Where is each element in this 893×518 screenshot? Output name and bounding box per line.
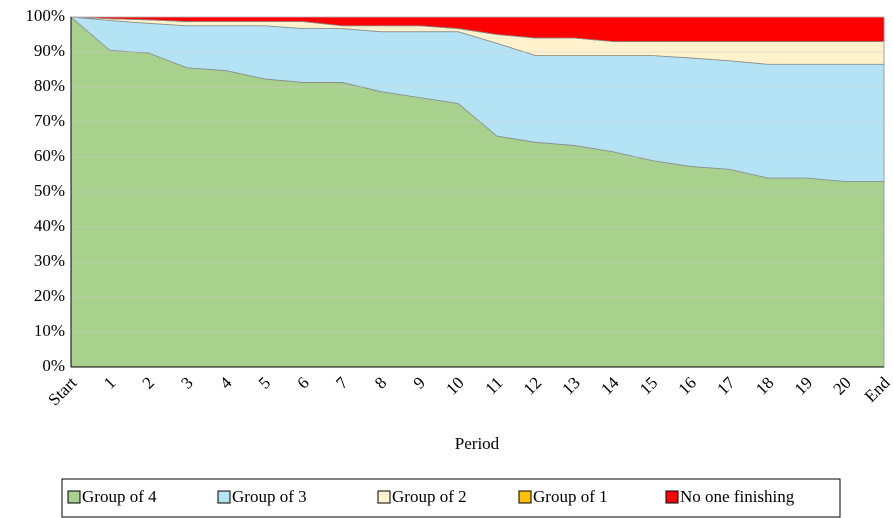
x-tick-label: 11 bbox=[481, 373, 506, 398]
legend-label: Group of 2 bbox=[392, 487, 467, 506]
x-tick-label: 17 bbox=[713, 373, 739, 399]
x-tick-label: 19 bbox=[791, 373, 816, 398]
x-tick-label: 13 bbox=[558, 373, 583, 398]
x-tick-label: 1 bbox=[100, 373, 119, 392]
y-tick-label: 90% bbox=[34, 41, 65, 60]
y-tick-label: 100% bbox=[25, 6, 65, 25]
y-tick-label: 0% bbox=[42, 356, 65, 375]
y-tick-label: 70% bbox=[34, 111, 65, 130]
x-tick-label: 16 bbox=[675, 373, 700, 398]
x-tick-label: 8 bbox=[371, 373, 390, 392]
legend-label: Group of 1 bbox=[533, 487, 608, 506]
x-tick-label: 4 bbox=[216, 373, 236, 393]
x-axis-title: Period bbox=[455, 434, 500, 453]
legend-swatch bbox=[665, 490, 679, 504]
legend-label: No one finishing bbox=[680, 487, 795, 506]
x-tick-label: 14 bbox=[597, 373, 623, 399]
legend-box bbox=[61, 478, 841, 518]
x-tick-label: 7 bbox=[332, 373, 352, 393]
legend-swatch bbox=[67, 490, 81, 504]
legend-label: Group of 3 bbox=[232, 487, 307, 506]
x-tick-label: 3 bbox=[177, 373, 196, 392]
y-tick-label: 30% bbox=[34, 251, 65, 270]
x-tick-label: 6 bbox=[293, 373, 312, 392]
y-tick-label: 50% bbox=[34, 181, 65, 200]
x-tick-label: 12 bbox=[520, 373, 545, 398]
x-tick-label: 2 bbox=[139, 373, 158, 392]
y-tick-label: 10% bbox=[34, 321, 65, 340]
legend-swatch bbox=[217, 490, 231, 504]
y-tick-label: 60% bbox=[34, 146, 65, 165]
y-tick-label: 40% bbox=[34, 216, 65, 235]
x-tick-label: End bbox=[861, 373, 893, 406]
x-tick-label: 9 bbox=[410, 373, 429, 392]
x-tick-label: 10 bbox=[442, 373, 467, 398]
x-tick-label: Start bbox=[44, 373, 80, 409]
legend-label: Group of 4 bbox=[82, 487, 157, 506]
x-tick-label: 5 bbox=[255, 373, 274, 392]
x-tick-label: 18 bbox=[752, 373, 777, 398]
x-tick-label: 15 bbox=[636, 373, 661, 398]
y-tick-label: 20% bbox=[34, 286, 65, 305]
y-tick-label: 80% bbox=[34, 76, 65, 95]
legend-swatch bbox=[377, 490, 391, 504]
x-tick-label: 20 bbox=[829, 373, 854, 398]
legend-swatch bbox=[518, 490, 532, 504]
